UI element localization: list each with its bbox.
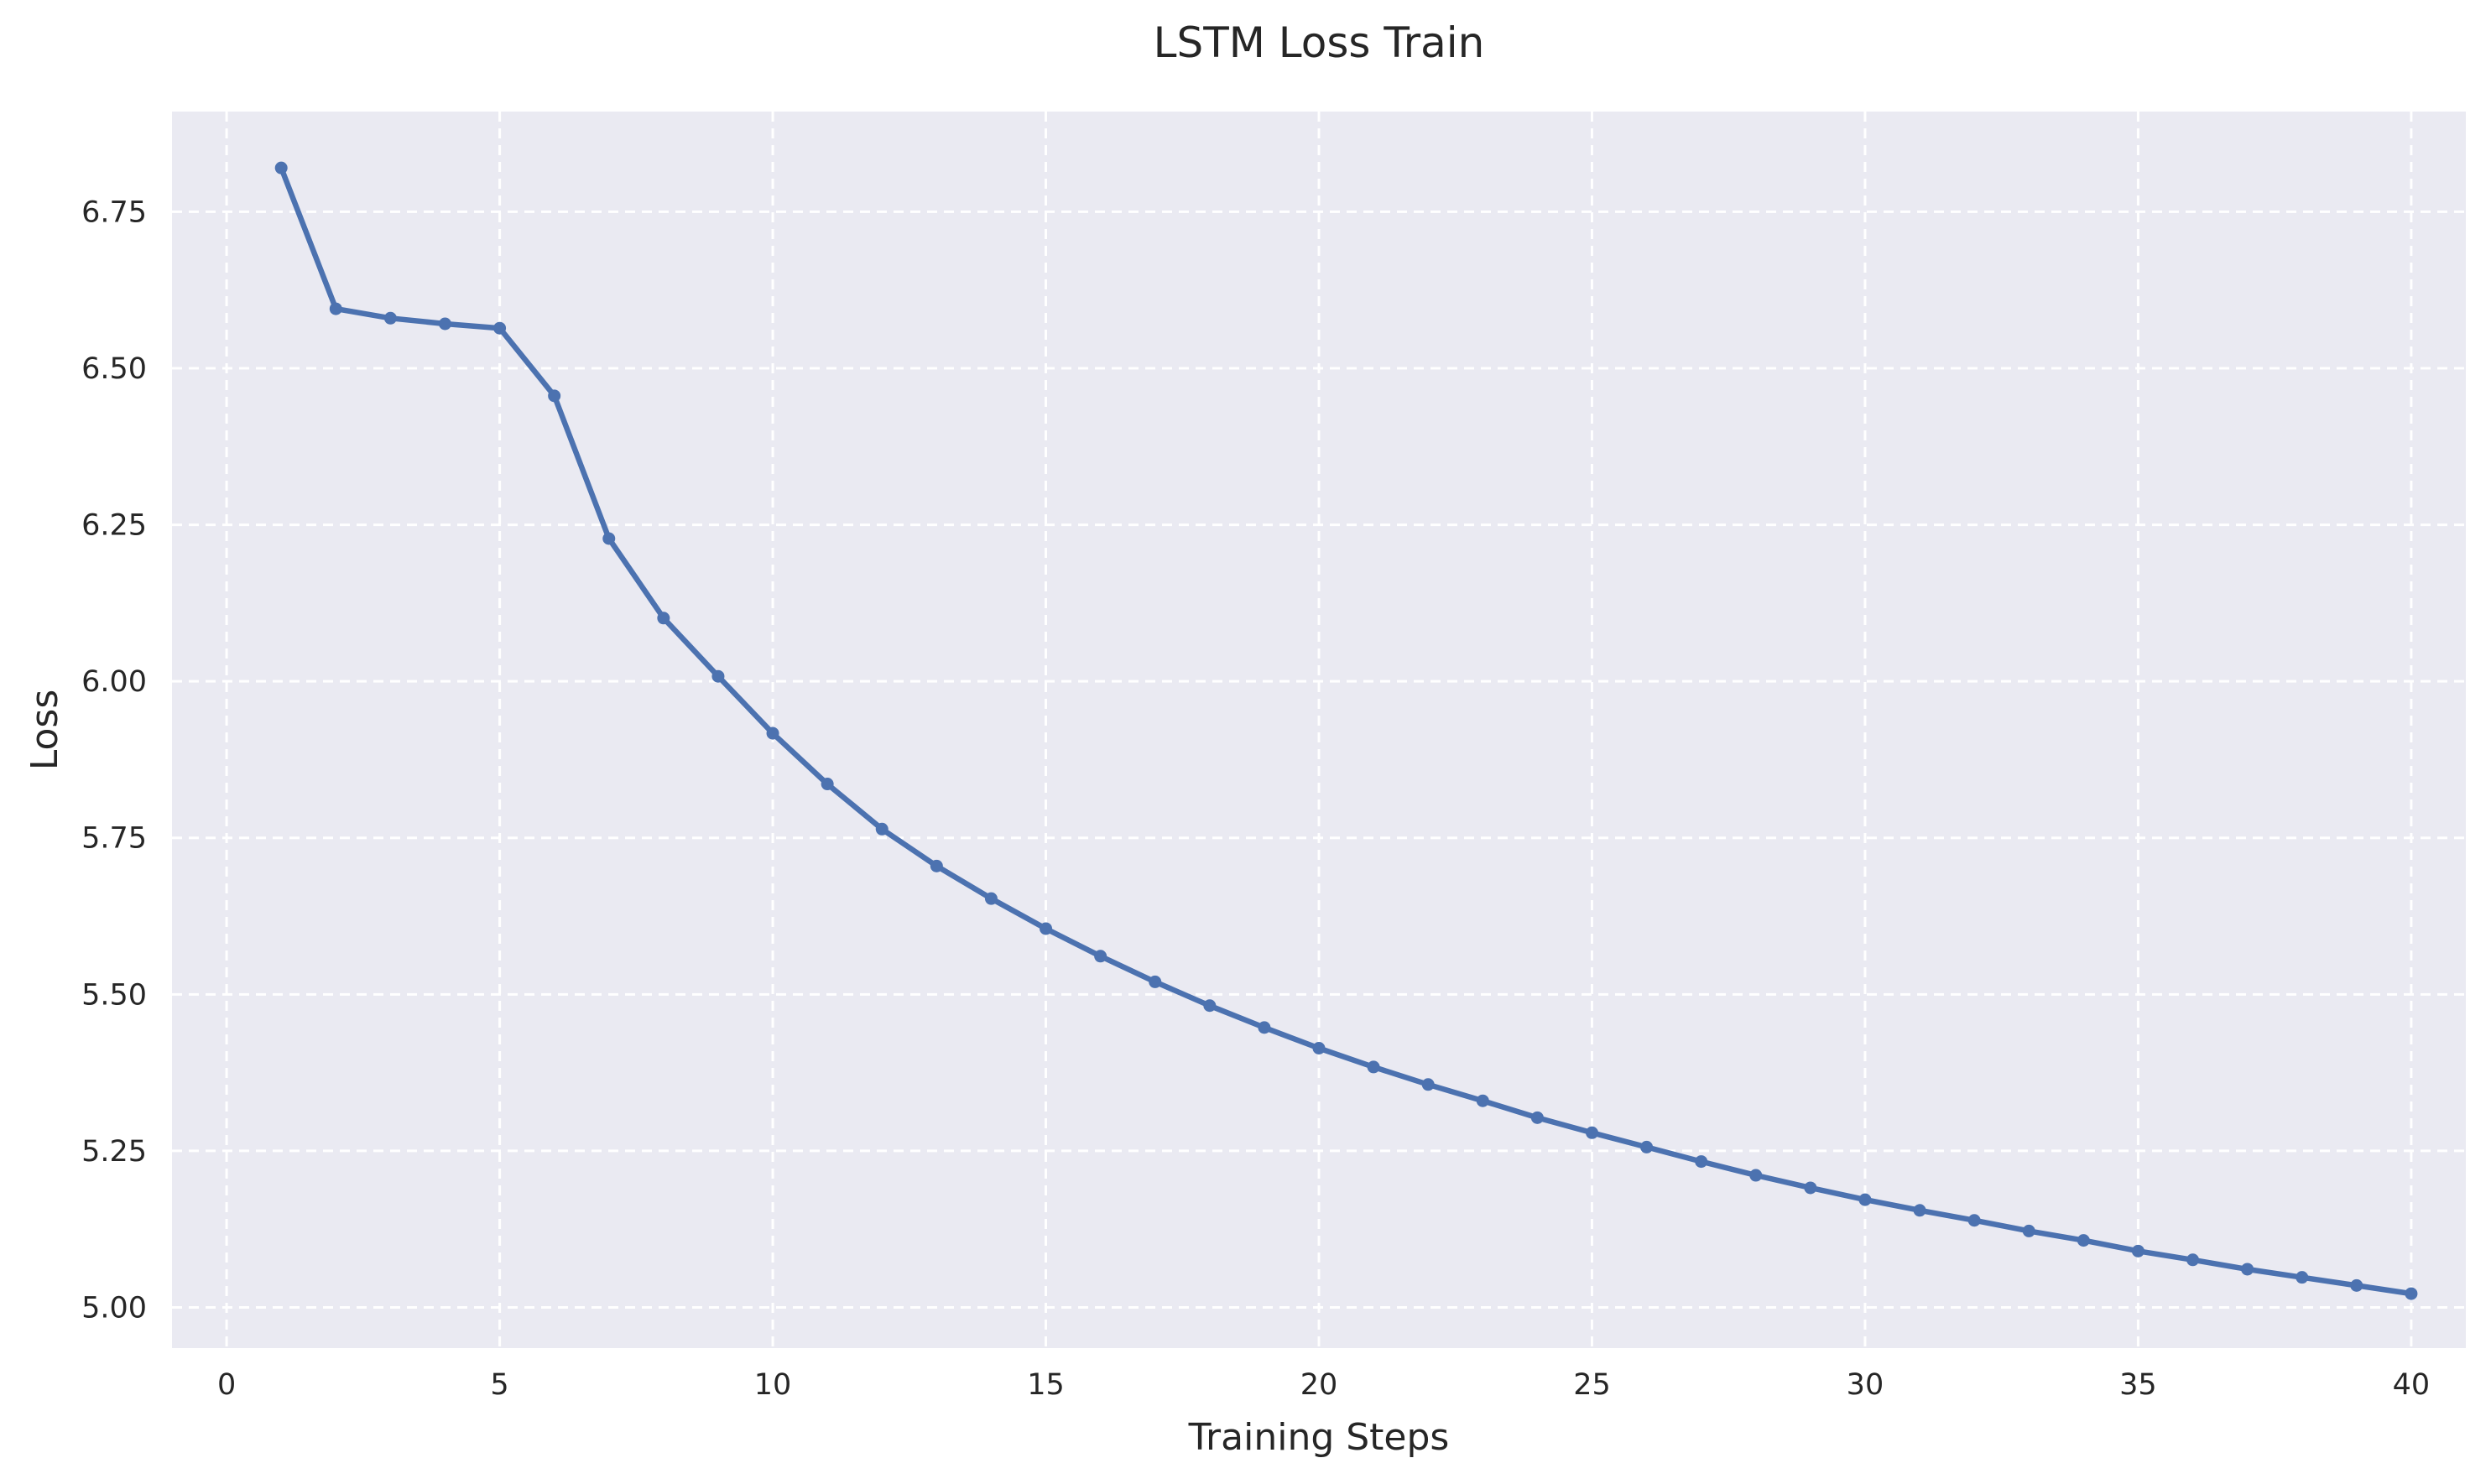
loss-data-point xyxy=(2022,1224,2035,1237)
loss-data-point xyxy=(1149,975,1162,988)
loss-data-point xyxy=(2350,1278,2363,1292)
chart-title: LSTM Loss Train xyxy=(1154,18,1485,67)
loss-data-point xyxy=(1749,1169,1763,1182)
y-gridlines xyxy=(172,210,2466,1309)
series-layer xyxy=(274,161,2418,1300)
loss-data-point xyxy=(657,612,670,625)
loss-data-point xyxy=(1858,1193,1872,1206)
x-tick-label: 10 xyxy=(754,1368,792,1402)
x-tick-label: 5 xyxy=(490,1368,508,1402)
loss-data-point xyxy=(2077,1234,2090,1247)
loss-data-point xyxy=(1585,1126,1598,1139)
loss-data-point xyxy=(274,161,288,174)
loss-series-line xyxy=(278,164,2415,1297)
loss-data-point xyxy=(930,859,943,872)
y-tick-label: 6.75 xyxy=(81,195,147,229)
x-tick-label: 40 xyxy=(2393,1368,2431,1402)
loss-data-point xyxy=(1258,1021,1271,1034)
loss-data-point xyxy=(1804,1181,1817,1195)
loss-data-point xyxy=(984,892,998,905)
loss-data-point xyxy=(602,532,616,545)
loss-data-point xyxy=(2186,1253,2200,1267)
loss-data-point xyxy=(329,302,342,315)
loss-data-point xyxy=(438,317,451,331)
y-axis-label: Loss xyxy=(23,690,66,771)
x-tick-label: 25 xyxy=(1573,1368,1611,1402)
loss-data-point xyxy=(1312,1042,1326,1055)
x-tick-label: 20 xyxy=(1300,1368,1338,1402)
x-tick-label: 15 xyxy=(1027,1368,1065,1402)
y-tick-label: 6.25 xyxy=(81,509,147,543)
loss-data-point xyxy=(766,726,779,740)
loss-data-point xyxy=(1040,922,1053,935)
loss-data-point xyxy=(1094,950,1107,963)
x-tick-label: 30 xyxy=(1847,1368,1884,1402)
loss-data-point xyxy=(548,389,561,403)
y-tick-label: 5.75 xyxy=(81,822,147,856)
loss-data-point xyxy=(1203,999,1217,1013)
loss-data-point xyxy=(1367,1060,1380,1074)
loss-data-point xyxy=(1530,1111,1544,1124)
y-tick-label: 6.00 xyxy=(81,665,147,699)
loss-data-point xyxy=(493,321,507,335)
y-tick-label: 6.50 xyxy=(81,352,147,386)
loss-data-point xyxy=(383,311,397,325)
loss-data-point xyxy=(1913,1204,1926,1217)
loss-data-point xyxy=(2241,1263,2254,1276)
y-tick-label: 5.50 xyxy=(81,978,147,1012)
loss-data-point xyxy=(821,778,834,791)
loss-data-point xyxy=(711,669,725,683)
x-axis-label: Training Steps xyxy=(1188,1416,1450,1459)
loss-data-point xyxy=(2131,1244,2144,1257)
x-tick-label: 0 xyxy=(217,1368,236,1402)
x-gridlines xyxy=(225,112,2413,1348)
loss-data-point xyxy=(1421,1078,1435,1091)
loss-data-point xyxy=(2405,1287,2418,1300)
x-tick-labels: 0 5 10 15 20 25 30 35 40 xyxy=(217,1368,2430,1402)
loss-data-point xyxy=(1967,1214,1981,1227)
y-tick-label: 5.25 xyxy=(81,1135,147,1169)
loss-data-point xyxy=(1476,1094,1489,1107)
loss-data-point xyxy=(1640,1140,1654,1153)
loss-data-point xyxy=(2296,1271,2309,1284)
loss-data-point xyxy=(875,822,889,836)
y-tick-labels: 5.00 5.25 5.50 5.75 6.00 6.25 6.50 6.75 xyxy=(81,195,147,1325)
x-tick-label: 35 xyxy=(2119,1368,2157,1402)
y-tick-label: 5.00 xyxy=(81,1291,147,1325)
loss-data-point xyxy=(1695,1155,1708,1169)
